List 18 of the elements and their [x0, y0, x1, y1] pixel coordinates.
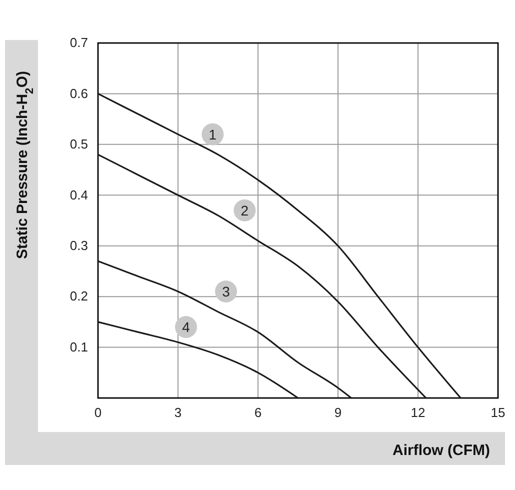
- y-tick-label: 0.2: [70, 288, 88, 304]
- x-tick-label: 6: [254, 405, 262, 420]
- y-tick-label: 0.4: [70, 187, 88, 202]
- annotation: 2: [240, 202, 249, 218]
- x-tick-label: 15: [490, 405, 506, 420]
- x-tick-label: 0: [94, 405, 102, 420]
- x-tick-label: 12: [410, 405, 426, 420]
- x-tick-label: 3: [174, 405, 182, 420]
- x-tick-label: 9: [334, 405, 342, 420]
- y-tick-label: 0.6: [70, 86, 88, 101]
- annotation: 4: [182, 319, 190, 335]
- y-tick-label: 0.1: [70, 339, 88, 354]
- y-tick-label: 0.5: [70, 136, 88, 152]
- y-tick-label: 0.7: [70, 35, 88, 50]
- x-axis-title: Airflow (CFM): [392, 442, 490, 459]
- y-tick-label: 0.3: [70, 238, 88, 254]
- annotation: 3: [222, 284, 230, 300]
- annotation: 1: [208, 126, 217, 142]
